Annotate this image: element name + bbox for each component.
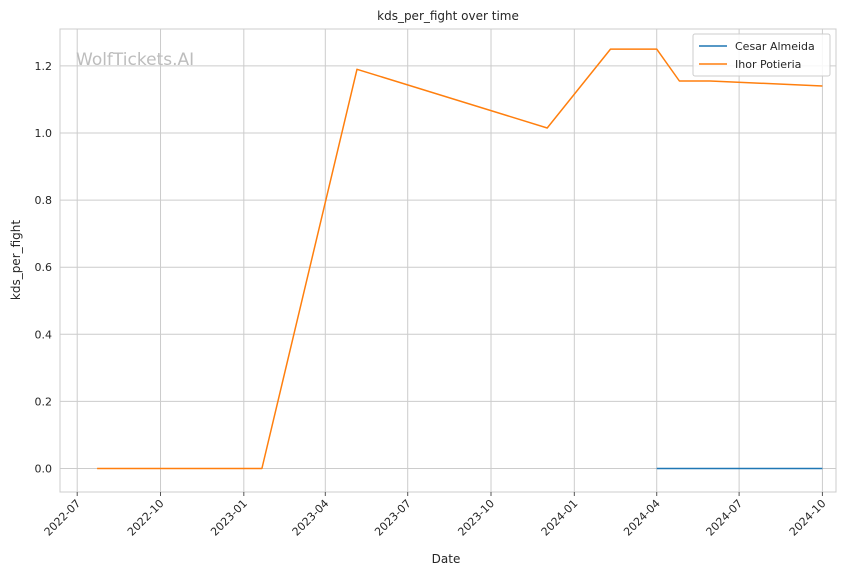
x-tick-label: 2022-10 <box>125 497 167 539</box>
x-tick-label: 2023-07 <box>372 497 414 539</box>
x-tick-label: 2022-07 <box>42 497 84 539</box>
chart-title: kds_per_fight over time <box>377 9 519 23</box>
y-axis-label: kds_per_fight <box>9 220 23 301</box>
series-line-2 <box>97 48 823 470</box>
y-tick-label: 0.6 <box>35 261 53 274</box>
y-tick-label: 0.4 <box>35 328 53 341</box>
x-tick-label: 2023-04 <box>290 497 332 539</box>
grid <box>60 29 836 492</box>
x-tick-label: 2023-01 <box>208 497 250 539</box>
legend-box <box>692 33 831 77</box>
y-tick-label: 0.8 <box>35 194 53 207</box>
plot-frame <box>59 28 837 493</box>
y-tick-label: 0.0 <box>35 463 53 476</box>
watermark-text: WolfTickets.AI <box>76 50 194 70</box>
x-axis-ticks: 2022-07 2022-10 2023-01 2023-04 2023-07 2023-… <box>42 492 829 539</box>
y-tick-label: 1.0 <box>35 127 53 140</box>
y-tick-label: 1.2 <box>35 60 53 73</box>
y-axis-ticks: 0.0 0.2 0.4 0.6 0.8 1.0 1.2 <box>35 60 53 476</box>
x-tick-label: 2024-07 <box>704 497 746 539</box>
x-tick-label: 2023-10 <box>455 497 497 539</box>
legend-label-1: Cesar Almeida <box>735 40 815 53</box>
series-layer <box>97 48 823 470</box>
y-tick-label: 0.2 <box>35 395 53 408</box>
x-tick-label: 2024-01 <box>539 497 581 539</box>
legend-label-2: Ihor Potieria <box>735 58 801 71</box>
legend: Cesar Almeida Ihor Potieria <box>692 33 831 77</box>
x-axis-label: Date <box>432 552 461 566</box>
x-tick-label: 2024-10 <box>787 497 829 539</box>
x-tick-label: 2024-04 <box>621 497 663 539</box>
